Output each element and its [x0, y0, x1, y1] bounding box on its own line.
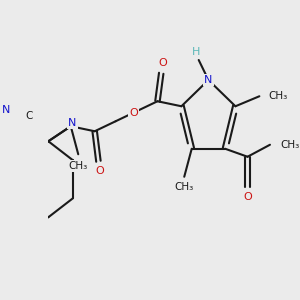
Text: CH₃: CH₃ — [69, 161, 88, 171]
Text: H: H — [192, 47, 201, 57]
Text: O: O — [129, 108, 138, 118]
Text: O: O — [243, 192, 252, 202]
Text: N: N — [2, 105, 10, 115]
Text: N: N — [204, 75, 213, 85]
Text: O: O — [95, 166, 104, 176]
Text: N: N — [68, 118, 76, 128]
Text: O: O — [158, 58, 167, 68]
Text: CH₃: CH₃ — [175, 182, 194, 192]
Text: C: C — [25, 111, 33, 121]
Text: CH₃: CH₃ — [280, 140, 300, 150]
Text: CH₃: CH₃ — [268, 91, 288, 101]
